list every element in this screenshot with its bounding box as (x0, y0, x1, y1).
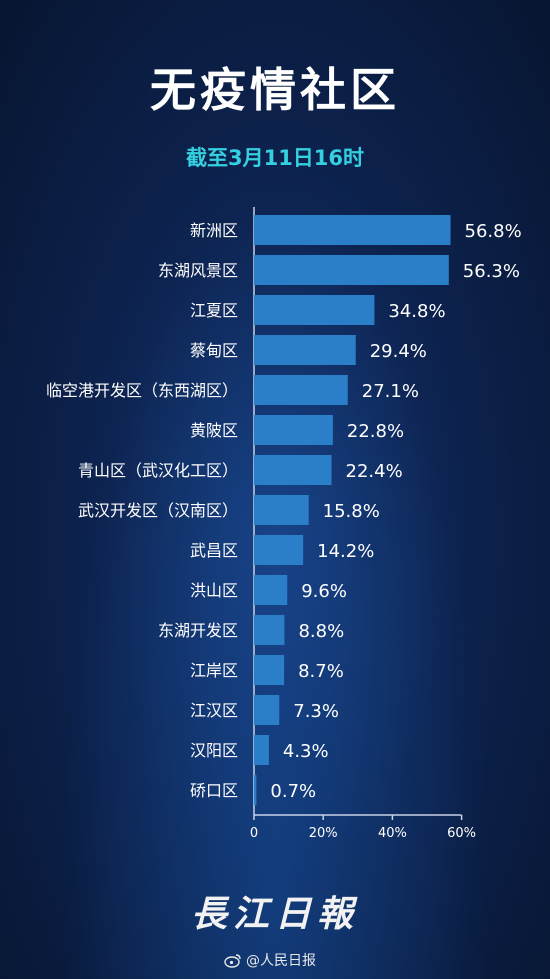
value-label: 8.8% (298, 621, 344, 642)
category-label: 武昌区 (190, 541, 238, 560)
page-subtitle: 截至3月11日16时 (185, 146, 365, 170)
category-label: 硚口区 (190, 781, 238, 800)
watermark: @人民日报 (224, 950, 316, 970)
category-label: 黄陂区 (190, 421, 238, 440)
bar (254, 255, 449, 285)
category-label: 江夏区 (190, 301, 238, 320)
category-label: 东湖开发区 (158, 621, 238, 640)
category-label: 江岸区 (190, 661, 238, 680)
value-label: 4.3% (283, 741, 329, 762)
bar (254, 415, 333, 445)
category-label: 汉阳区 (190, 741, 238, 760)
page-title: 无疫情社区 (150, 63, 400, 117)
bar (254, 295, 375, 325)
watermark-text: @人民日报 (246, 953, 316, 969)
value-label: 22.8% (347, 421, 404, 442)
value-label: 8.7% (298, 661, 344, 682)
category-label: 江汉区 (190, 701, 238, 720)
value-label: 56.3% (463, 261, 520, 282)
bar (254, 535, 304, 565)
value-label: 9.6% (301, 581, 347, 602)
category-label: 新洲区 (190, 221, 238, 240)
category-label: 临空港开发区（东西湖区） (46, 381, 238, 400)
bar (254, 335, 356, 365)
bar (254, 735, 269, 765)
bar (254, 695, 280, 725)
value-label: 14.2% (317, 541, 374, 562)
bar (254, 215, 451, 245)
category-label: 东湖风景区 (158, 261, 238, 280)
x-tick-label: 60% (447, 826, 476, 841)
category-label: 蔡甸区 (190, 341, 238, 360)
value-label: 56.8% (465, 221, 522, 242)
bar (254, 575, 288, 605)
value-label: 7.3% (293, 701, 339, 722)
category-label: 青山区（武汉化工区） (78, 461, 238, 480)
bar (254, 775, 257, 805)
category-label: 洪山区 (190, 581, 238, 600)
x-tick-label: 40% (378, 826, 407, 841)
newspaper-logo: 長江日報 (190, 893, 359, 935)
category-label: 武汉开发区（汉南区） (78, 501, 238, 520)
bar (254, 455, 332, 485)
x-tick-label: 0 (250, 826, 258, 841)
x-tick-label: 20% (309, 826, 338, 841)
value-label: 15.8% (323, 501, 380, 522)
bar (254, 615, 285, 645)
bar (254, 495, 309, 525)
value-label: 22.4% (346, 461, 403, 482)
value-label: 29.4% (370, 341, 427, 362)
value-label: 0.7% (270, 781, 316, 802)
value-label: 34.8% (388, 301, 445, 322)
bar (254, 655, 285, 685)
weibo-icon (224, 953, 241, 968)
value-label: 27.1% (362, 381, 419, 402)
bar (254, 375, 348, 405)
